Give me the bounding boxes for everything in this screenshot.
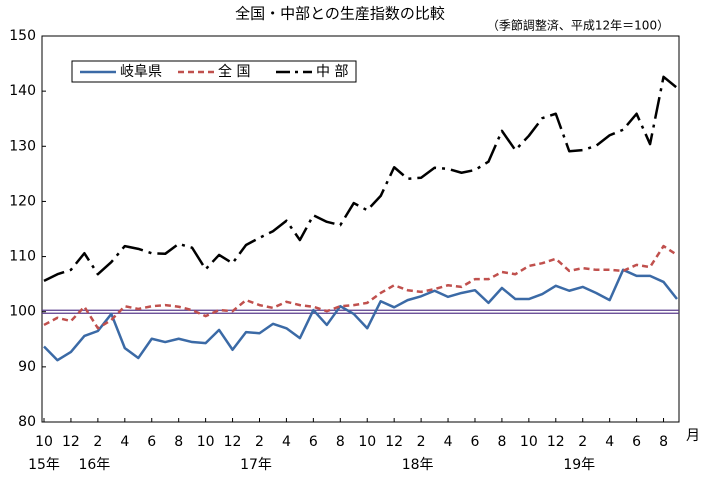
x-tick-label: 4 xyxy=(282,434,291,450)
x-tick-label: 6 xyxy=(309,434,318,450)
y-tick-label: 140 xyxy=(9,83,36,99)
legend-label: 全 国 xyxy=(218,63,250,80)
x-tick-label: 12 xyxy=(547,434,565,450)
y-tick-label: 120 xyxy=(9,193,36,209)
year-label: 16年 xyxy=(78,457,110,473)
x-tick-label: 2 xyxy=(417,434,426,450)
year-label: 19年 xyxy=(563,457,595,473)
x-tick-label: 10 xyxy=(520,434,538,450)
x-tick-label: 6 xyxy=(471,434,480,450)
x-tick-label: 10 xyxy=(35,434,53,450)
chart-title: 全国・中部との生産指数の比較 xyxy=(235,5,445,23)
y-tick-label: 100 xyxy=(9,304,36,320)
series-line xyxy=(43,75,678,282)
x-tick-label: 12 xyxy=(62,434,80,450)
x-tick-label: 10 xyxy=(197,434,215,450)
x-tick-label: 8 xyxy=(497,434,506,450)
x-tick-label: 6 xyxy=(632,434,641,450)
y-tick-label: 80 xyxy=(18,414,36,430)
plot-frame xyxy=(41,35,680,423)
year-label: 18年 xyxy=(402,457,434,473)
x-tick-label: 2 xyxy=(578,434,587,450)
x-tick-label: 4 xyxy=(120,434,129,450)
y-tick-label: 110 xyxy=(9,249,36,265)
x-tick-label: 4 xyxy=(444,434,453,450)
x-tick-label: 10 xyxy=(358,434,376,450)
year-label: 17年 xyxy=(240,457,272,473)
chart-subtitle: （季節調整済、平成12年＝100） xyxy=(487,18,669,33)
x-tick-label: 8 xyxy=(174,434,183,450)
x-tick-label: 8 xyxy=(659,434,668,450)
x-tick-label: 8 xyxy=(336,434,345,450)
x-tick-label: 2 xyxy=(93,434,102,450)
legend-label: 中 部 xyxy=(316,64,348,80)
x-tick-label: 6 xyxy=(147,434,156,450)
y-tick-label: 150 xyxy=(9,28,36,44)
legend-label: 岐阜県 xyxy=(120,63,162,80)
series-line xyxy=(43,268,678,362)
series-line xyxy=(43,244,678,330)
year-label: 15年 xyxy=(28,457,60,473)
x-unit: 月 xyxy=(686,428,700,444)
x-tick-label: 4 xyxy=(605,434,614,450)
y-tick-label: 90 xyxy=(18,359,36,375)
x-tick-label: 12 xyxy=(385,434,403,450)
y-tick-label: 130 xyxy=(9,138,36,154)
x-tick-label: 12 xyxy=(224,434,242,450)
x-tick-label: 2 xyxy=(255,434,264,450)
